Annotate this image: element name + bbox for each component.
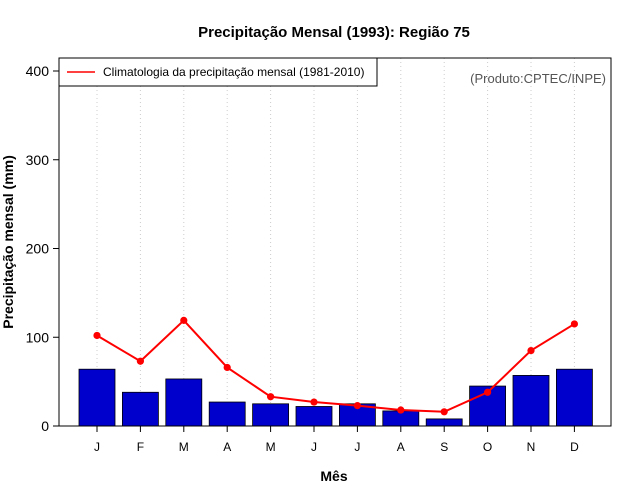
x-tick-label: J <box>354 440 360 454</box>
plot-frame <box>58 57 612 427</box>
x-tick-label: S <box>440 440 448 454</box>
x-tick-label: D <box>570 440 579 454</box>
bar <box>425 418 463 427</box>
climatology-point <box>267 393 275 401</box>
y-axis: 0 100 200 300 400 <box>26 63 59 434</box>
x-tick-label: M <box>266 440 276 454</box>
legend-box <box>58 57 378 87</box>
x-tick-label: J <box>94 440 100 454</box>
climatology-line <box>93 316 579 416</box>
x-tick-label: A <box>223 440 231 454</box>
climatology-point <box>484 388 492 396</box>
climatology-point <box>93 331 101 340</box>
x-axis-label: Mês <box>320 468 347 484</box>
bar <box>252 403 290 427</box>
chart-title: Precipitação Mensal (1993): Região 75 <box>198 24 470 41</box>
credit-text: (Produto:CPTEC/INPE) <box>470 71 606 86</box>
x-tick-label: A <box>397 440 405 454</box>
x-tick-label: O <box>483 440 492 454</box>
bars <box>78 368 593 427</box>
legend-label: Climatologia da precipitação mensal (198… <box>103 65 364 79</box>
bar <box>122 391 159 427</box>
x-tick-label: N <box>527 440 536 454</box>
bar <box>208 401 246 427</box>
climatology-point <box>440 408 448 416</box>
bar <box>165 378 203 427</box>
y-tick-label: 100 <box>26 329 50 345</box>
y-tick-label: 300 <box>26 152 50 168</box>
y-tick-label: 0 <box>41 418 49 434</box>
bar <box>512 375 550 427</box>
bar <box>78 368 116 427</box>
y-tick-label: 400 <box>26 63 50 79</box>
y-tick-label: 200 <box>26 241 50 257</box>
climatology-point <box>180 316 188 324</box>
legend: Climatologia da precipitação mensal (198… <box>58 57 378 87</box>
climatology-polyline <box>96 318 575 413</box>
bar <box>556 368 593 427</box>
climatology-point <box>397 406 405 414</box>
x-tick-label: J <box>311 440 317 454</box>
climatology-point <box>353 401 361 410</box>
climatology-point <box>527 346 535 355</box>
climatology-point <box>310 398 318 406</box>
climatology-point <box>223 363 231 372</box>
y-axis-label: Precipitação mensal (mm) <box>0 155 16 329</box>
bar <box>295 406 333 427</box>
x-tick-label: M <box>179 440 189 454</box>
climatology-point <box>570 320 579 328</box>
x-tick-label: F <box>137 440 144 454</box>
grid <box>96 58 575 426</box>
climatology-point <box>136 357 144 365</box>
